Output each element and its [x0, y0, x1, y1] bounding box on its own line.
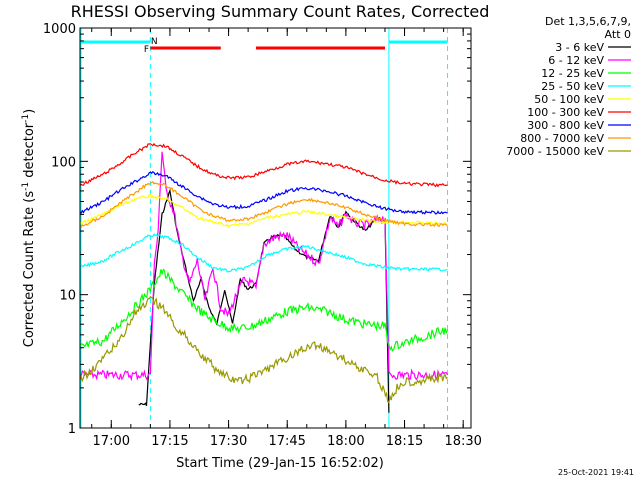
y-tick-label: 1: [68, 422, 76, 437]
plot-bands: FN: [79, 28, 449, 428]
y-axis-label: Corrected Count Rate (s-1 detector-1): [21, 109, 37, 347]
x-tick-label: 18:30: [444, 434, 481, 449]
y-tick-label: 10: [59, 289, 76, 304]
series-line-8: [80, 295, 448, 404]
legend-entry-label: 6 - 12 keV: [548, 54, 604, 67]
legend-header-att: Att 0: [605, 28, 631, 41]
y-tick-label: 100: [51, 155, 76, 170]
x-tick-label: 18:15: [386, 434, 423, 449]
legend-entry-label: 300 - 800 keV: [527, 119, 604, 132]
legend-entry-label: 7000 - 15000 keV: [506, 145, 604, 158]
series-layer: [80, 142, 449, 413]
series-line-6: [80, 171, 448, 215]
generation-timestamp: 25-Oct-2021 19:41: [558, 468, 634, 477]
x-tick-label: 18:00: [327, 434, 364, 449]
series-line-5: [80, 142, 448, 188]
series-line-4: [80, 193, 448, 228]
legend-header: Det 1,3,5,6,7,9,: [545, 15, 631, 28]
series-line-3: [80, 233, 448, 273]
plot-frame: [79, 27, 472, 429]
legend-entry-label: 800 - 7000 keV: [520, 132, 604, 145]
legend-entry-label: 25 - 50 keV: [541, 80, 604, 93]
x-tick-label: 17:15: [151, 434, 188, 449]
series-line-7: [80, 181, 448, 228]
marker-f: F: [144, 45, 149, 55]
x-tick-label: 17:00: [93, 434, 130, 449]
axes: 17:00 17:15 17:30 17:45 18:00 18:15 18:30 1 10 10…: [43, 22, 482, 449]
series-line-1: [80, 151, 449, 382]
series-line-2: [80, 268, 449, 352]
legend-entry-label: 50 - 100 keV: [534, 93, 604, 106]
legend-entry-label: 3 - 6 keV: [555, 41, 604, 54]
legend-entry-label: 12 - 25 keV: [541, 67, 604, 80]
chart-title: RHESSI Observing Summary Count Rates, Co…: [71, 2, 490, 21]
y-tick-label: 1000: [43, 22, 76, 37]
legend-entry-label: 100 - 300 keV: [527, 106, 604, 119]
marker-n: N: [151, 37, 158, 47]
x-tick-label: 17:30: [210, 434, 247, 449]
x-tick-label: 17:45: [268, 434, 305, 449]
x-axis-label: Start Time (29-Jan-15 16:52:02): [176, 456, 384, 471]
